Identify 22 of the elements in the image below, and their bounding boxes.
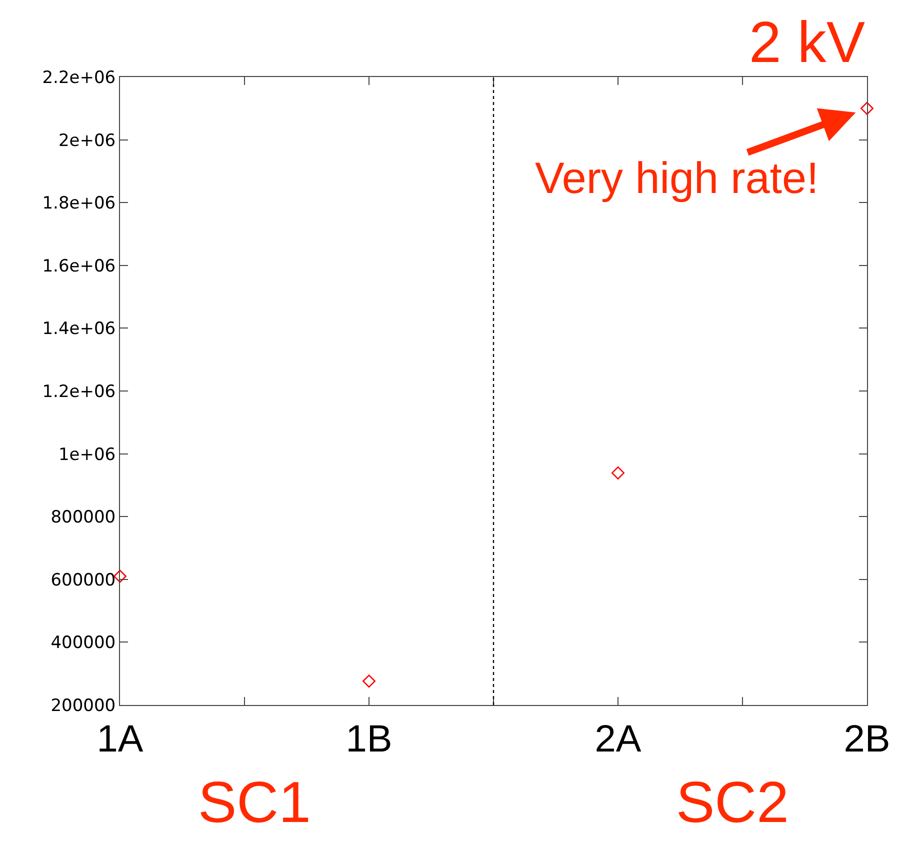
y-tick-label: 400000 [50,633,116,654]
x-tick-label: 2B [844,718,890,761]
text: SC2 [676,770,789,835]
y-tick-label: 200000 [50,696,116,716]
y-tick-label: 2.2e+06 [42,68,116,88]
point [114,570,126,583]
y-tick-label: 1e+06 [58,444,116,465]
x-tick-label: 2A [594,718,642,761]
y-tick-label: 1.4e+06 [42,319,116,340]
y-tick-label: 2e+06 [58,130,116,151]
point [612,466,624,480]
text: SC1 [198,770,311,835]
text: 2 kV [749,10,866,75]
x-tick-label: 1A [96,718,144,761]
y-tick-label: 800000 [50,508,116,528]
y-tick-label: 1.8e+06 [42,194,116,214]
y-tick-label: 1.2e+06 [42,382,116,402]
annotation: Very high rate! [535,154,819,203]
point [362,674,376,688]
y-tick-label: 600000 [50,570,116,590]
y-tick-label: 1.6e+06 [42,256,116,276]
x-tick-label: 1B [346,718,392,761]
